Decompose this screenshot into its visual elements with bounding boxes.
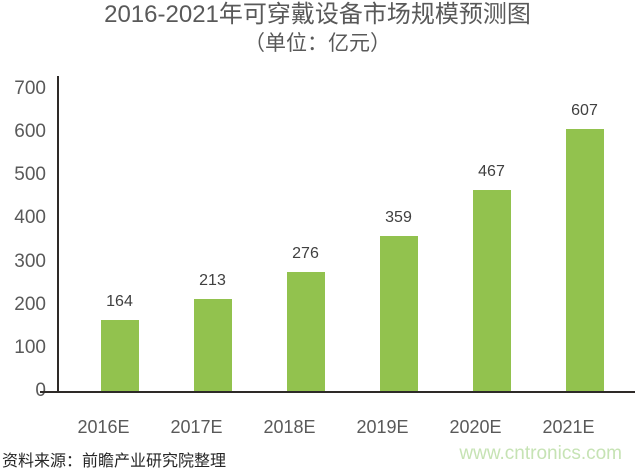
y-tick-label: 0 (0, 379, 46, 403)
x-tick-label: 2020E (449, 417, 502, 437)
y-tick-label: 500 (14, 164, 46, 186)
y-tick-label: 600 (14, 121, 46, 143)
x-tick-label: 2016E (77, 417, 130, 437)
bar-value-label: 213 (199, 272, 226, 289)
bar-slot: 276 (259, 89, 352, 391)
y-tick-label: 100 (14, 336, 46, 358)
bar (100, 320, 139, 391)
bar (472, 190, 511, 391)
bar (565, 129, 604, 391)
bar (379, 236, 418, 391)
source-note: 资料来源：前瞻产业研究院整理 (2, 453, 227, 470)
bar-value-label: 607 (571, 102, 598, 119)
website-watermark-link[interactable]: www.cntronics.com (459, 443, 622, 464)
bar-slot: 467 (445, 89, 538, 391)
x-tick-label: 2019E (356, 417, 409, 437)
x-axis-line (40, 391, 635, 393)
plot-area: 164 213 276 359 467 607 (73, 89, 631, 391)
y-tick-label: 700 (14, 78, 46, 99)
x-tick-label: 2021E (542, 417, 595, 437)
bar (193, 299, 232, 391)
bar-value-label: 359 (385, 209, 412, 226)
chart-title: 2016-2021年可穿戴设备市场规模预测图 (104, 1, 531, 28)
y-tick-label: 200 (14, 293, 46, 315)
chart-subtitle: （单位：亿元） (244, 32, 391, 55)
bar-value-label: 467 (478, 163, 505, 180)
x-axis-tick-labels: 2016E 2017E 2018E 2019E 2020E 2021E (57, 417, 615, 437)
y-tick-label: 300 (14, 250, 46, 272)
bar-slot: 607 (538, 89, 631, 391)
bar (286, 272, 325, 391)
bar-slot: 213 (166, 89, 259, 391)
y-axis-line (57, 76, 59, 393)
y-tick-label: 400 (14, 207, 46, 229)
bar-value-label: 164 (106, 293, 133, 310)
bar-value-label: 276 (292, 245, 319, 262)
bar-slot: 164 (73, 89, 166, 391)
bar-slot: 359 (352, 89, 445, 391)
x-tick-label: 2017E (170, 417, 223, 437)
x-tick-label: 2018E (263, 417, 316, 437)
